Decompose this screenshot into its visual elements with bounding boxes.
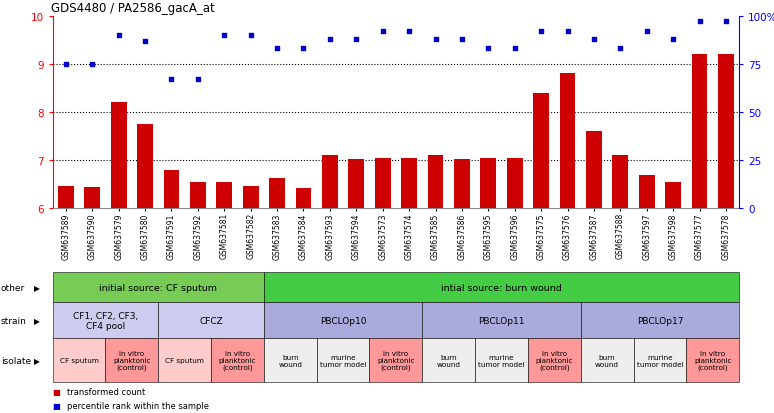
Bar [190, 182, 206, 209]
Bar [58, 187, 74, 209]
Point [218, 32, 231, 39]
Text: initial source: CF sputum: initial source: CF sputum [99, 283, 217, 292]
Text: murine
tumor model: murine tumor model [478, 354, 525, 367]
Point [641, 28, 653, 35]
Point [509, 46, 521, 52]
Text: CF sputum: CF sputum [165, 357, 204, 363]
Text: in vitro
planktonic
(control): in vitro planktonic (control) [377, 350, 415, 370]
Point [720, 19, 732, 26]
Text: ▶: ▶ [34, 283, 40, 292]
Text: transformed count: transformed count [67, 387, 145, 396]
Text: ■: ■ [53, 387, 60, 396]
Point [271, 46, 283, 52]
Bar [665, 182, 681, 209]
Text: GDS4480 / PA2586_gacA_at: GDS4480 / PA2586_gacA_at [51, 2, 215, 15]
Text: burn
wound: burn wound [595, 354, 619, 367]
Bar [243, 187, 259, 209]
Point [112, 32, 125, 39]
Point [587, 36, 600, 43]
Point [614, 46, 626, 52]
Bar [454, 159, 470, 209]
Bar [137, 125, 153, 209]
Text: other: other [1, 283, 25, 292]
Text: isolate: isolate [1, 356, 31, 365]
Point [561, 28, 574, 35]
Text: intial source: burn wound: intial source: burn wound [441, 283, 562, 292]
Bar [427, 156, 444, 209]
Point [86, 61, 98, 68]
Point [694, 19, 706, 26]
Text: PBCLOp10: PBCLOp10 [320, 316, 366, 325]
Bar [217, 182, 232, 209]
Bar [163, 170, 180, 209]
Point [482, 46, 495, 52]
Bar [322, 156, 337, 209]
Bar [269, 179, 285, 209]
Text: CFCZ: CFCZ [199, 316, 223, 325]
Text: in vitro
planktonic
(control): in vitro planktonic (control) [113, 350, 151, 370]
Text: ▶: ▶ [34, 316, 40, 325]
Bar [401, 158, 417, 209]
Point [350, 36, 362, 43]
Bar [481, 158, 496, 209]
Point [403, 28, 416, 35]
Bar [111, 103, 127, 209]
Text: PBCLOp17: PBCLOp17 [637, 316, 683, 325]
Bar [507, 158, 522, 209]
Point [376, 28, 389, 35]
Point [166, 76, 178, 83]
Point [245, 32, 257, 39]
Point [430, 36, 442, 43]
Text: burn
wound: burn wound [279, 354, 303, 367]
Text: PBCLOp11: PBCLOp11 [478, 316, 525, 325]
Text: CF sputum: CF sputum [60, 357, 98, 363]
Bar [375, 158, 391, 209]
Text: in vitro
planktonic
(control): in vitro planktonic (control) [694, 350, 731, 370]
Bar [718, 55, 734, 209]
Bar [296, 188, 311, 209]
Text: murine
tumor model: murine tumor model [320, 354, 366, 367]
Text: CF1, CF2, CF3,
CF4 pool: CF1, CF2, CF3, CF4 pool [73, 311, 138, 330]
Point [535, 28, 547, 35]
Text: strain: strain [1, 316, 26, 325]
Point [139, 38, 151, 45]
Bar [586, 132, 602, 209]
Text: percentile rank within the sample: percentile rank within the sample [67, 401, 208, 410]
Bar [692, 55, 707, 209]
Point [60, 61, 72, 68]
Point [324, 36, 336, 43]
Bar [639, 176, 655, 209]
Text: ■: ■ [53, 401, 60, 410]
Text: in vitro
planktonic
(control): in vitro planktonic (control) [536, 350, 573, 370]
Bar [348, 159, 365, 209]
Bar [612, 156, 628, 209]
Text: murine
tumor model: murine tumor model [637, 354, 683, 367]
Point [192, 76, 204, 83]
Text: ▶: ▶ [34, 356, 40, 365]
Bar [533, 93, 549, 209]
Bar [84, 188, 100, 209]
Point [667, 36, 680, 43]
Text: burn
wound: burn wound [437, 354, 461, 367]
Point [297, 46, 310, 52]
Text: in vitro
planktonic
(control): in vitro planktonic (control) [219, 350, 256, 370]
Point [456, 36, 468, 43]
Bar [560, 74, 575, 209]
